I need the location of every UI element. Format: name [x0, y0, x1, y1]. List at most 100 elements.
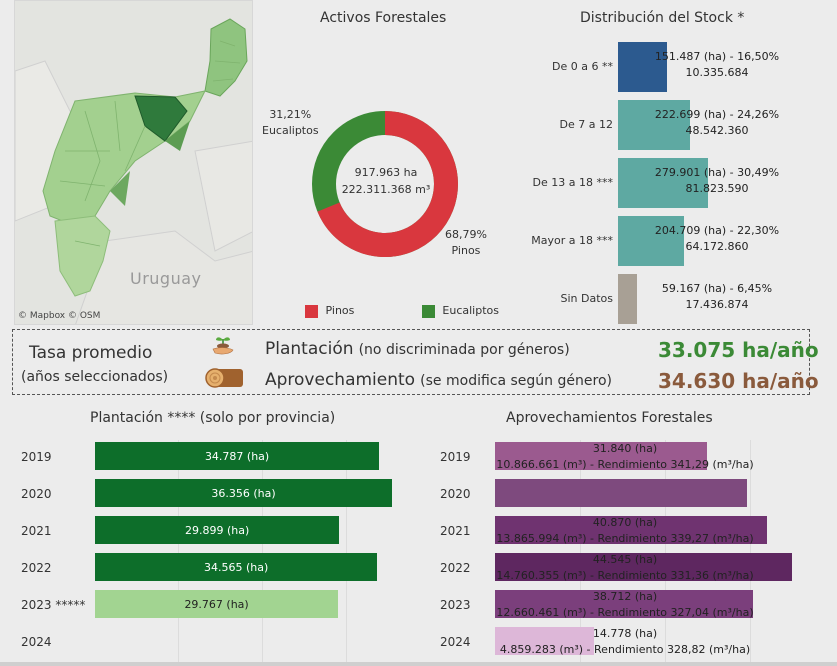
legend-swatch-pinos[interactable]: [305, 304, 318, 318]
stock-volume: 10.335.684: [685, 66, 749, 79]
stock-area-pct: 151.487 (ha) - 16,50%: [654, 50, 780, 63]
aprovechamiento-rate-value: 34.630 ha/año: [658, 369, 819, 393]
plantacion-year-label: 2021: [21, 524, 52, 538]
stock-area-pct: 59.167 (ha) - 6,45%: [661, 282, 773, 295]
stock-bar-label: 279.901 (ha) - 30,49% 81.823.590: [632, 165, 802, 197]
aprov-bar[interactable]: [495, 479, 748, 507]
eucaliptos-label: Eucaliptos: [262, 124, 319, 137]
donut-legend: Pinos Eucaliptos: [305, 304, 499, 318]
stock-bar-label: 222.699 (ha) - 24,26% 48.542.360: [632, 107, 802, 139]
stock-bar-label: 151.487 (ha) - 16,50% 10.335.684: [632, 49, 802, 81]
aprov-bar[interactable]: [495, 516, 768, 544]
aprov-bar-label: 38.712 (ha) 12.660.461 (m³) - Rendimient…: [480, 589, 770, 621]
gridline: [346, 440, 347, 662]
aprov-year-label: 2021: [440, 524, 471, 538]
stock-category-label: De 13 a 18 ***: [532, 176, 613, 189]
plantacion-year-label: 2023 *****: [21, 598, 86, 612]
aprov-bar[interactable]: [495, 553, 792, 581]
plantacion-year-label: 2022: [21, 561, 52, 575]
plantacion-bar-label: 36.356 (ha): [211, 486, 276, 500]
plantacion-year-label: 2019: [21, 450, 52, 464]
forest-map[interactable]: Uruguay © Mapbox © OSM: [14, 0, 253, 325]
plantacion-bar-label: 34.787 (ha): [204, 449, 270, 463]
donut-title: Activos Forestales: [320, 10, 447, 26]
stock-volume: 17.436.874: [685, 298, 749, 311]
donut-center-area: 917.963 ha: [354, 166, 418, 179]
gridline: [178, 440, 179, 662]
plantacion-rate-value: 33.075 ha/año: [658, 338, 819, 362]
aprov-year-label: 2024: [440, 635, 471, 649]
aprov-bar[interactable]: [495, 442, 708, 470]
map-attribution[interactable]: © Mapbox © OSM: [18, 311, 101, 321]
aprov-title: Aprovechamientos Forestales: [506, 410, 713, 426]
plantacion-bar[interactable]: 36.356 (ha): [95, 479, 392, 507]
stock-volume: 48.542.360: [685, 124, 749, 137]
stock-bar[interactable]: [618, 158, 708, 208]
stock-bar-label: 204.709 (ha) - 22,30% 64.172.860: [632, 223, 802, 255]
plantacion-bar[interactable]: 34.787 (ha): [95, 442, 380, 470]
stock-title: Distribución del Stock *: [580, 10, 745, 26]
stock-area-pct: 222.699 (ha) - 24,26%: [654, 108, 780, 121]
aprov-area: 40.870 (ha): [592, 516, 658, 529]
aprov-bar-label: 44.545 (ha) 14.760.355 (m³) - Rendimient…: [480, 552, 770, 584]
aprov-volume-yield: 4.859.283 (m³) - Rendimiento 328,82 (m³/…: [499, 643, 751, 656]
stock-bar-label: 59.167 (ha) - 6,45% 17.436.874: [632, 281, 802, 313]
stock-bar[interactable]: [618, 42, 667, 92]
stock-category-label: De 0 a 6 **: [552, 60, 613, 73]
misiones-region: [204, 18, 248, 97]
aprov-bar[interactable]: [495, 627, 594, 655]
stock-category-label: Sin Datos: [560, 292, 614, 305]
aprov-volume-yield: 10.866.661 (m³) - Rendimiento 341,29 (m³…: [496, 458, 754, 471]
plantacion-bar[interactable]: 29.767 (ha): [95, 590, 339, 618]
aprov-area: 31.840 (ha): [592, 442, 658, 455]
stock-bar[interactable]: [618, 216, 684, 266]
bottom-scroll-bar[interactable]: [0, 662, 837, 666]
aprov-area: 38.712 (ha): [592, 590, 658, 603]
map-svg: [15, 18, 252, 324]
aprov-bar[interactable]: [495, 590, 754, 618]
stock-area-pct: 279.901 (ha) - 30,49%: [654, 166, 780, 179]
aprov-year-label: 2023: [440, 598, 471, 612]
plantacion-bar-label: 34.565 (ha): [204, 560, 269, 574]
plantacion-bar[interactable]: 29.899 (ha): [95, 516, 340, 544]
aprov-bar-label: 14.778 (ha) 4.859.283 (m³) - Rendimiento…: [480, 626, 770, 658]
stock-area-pct: 204.709 (ha) - 22,30%: [654, 224, 780, 237]
map-country-label: Uruguay: [130, 269, 202, 288]
aprovechamiento-label: Aprovechamiento: [265, 370, 416, 390]
eucaliptos-pct: 31,21%: [269, 108, 312, 121]
stock-volume: 81.823.590: [685, 182, 749, 195]
gridline: [262, 440, 263, 662]
aprov-area: 14.778 (ha): [592, 627, 658, 640]
plantacion-year-label: 2020: [21, 487, 52, 501]
plantacion-year-label: 2024: [21, 635, 52, 649]
plantacion-bar-label: 29.899 (ha): [184, 523, 250, 537]
plantacion-label: Plantación: [265, 339, 354, 359]
plantacion-bar[interactable]: 34.565 (ha): [95, 553, 378, 581]
gridline: [665, 440, 666, 662]
stock-category-label: Mayor a 18 ***: [531, 234, 613, 247]
entre-rios-region: [54, 215, 111, 297]
plantacion-title: Plantación **** (solo por provincia): [90, 410, 336, 426]
aprovechamiento-note: (se modifica según género): [420, 373, 612, 389]
stock-bar[interactable]: [618, 274, 638, 324]
gridline: [750, 440, 751, 662]
gridline: [580, 440, 581, 662]
aprov-year-label: 2022: [440, 561, 471, 575]
aprov-volume-yield: 13.865.994 (m³) - Rendimiento 339,27 (m³…: [496, 532, 754, 545]
stock-bar[interactable]: [618, 100, 690, 150]
legend-label-eucaliptos[interactable]: Eucaliptos: [442, 304, 499, 317]
plantacion-note: (no discriminada por géneros): [358, 342, 570, 358]
rates-banner: Tasa promedio (años seleccionados) Plant…: [12, 329, 819, 395]
aprov-year-label: 2020: [440, 487, 471, 501]
aprov-bar-label: 31.840 (ha) 10.866.661 (m³) - Rendimient…: [480, 441, 770, 473]
legend-swatch-eucaliptos[interactable]: [421, 304, 435, 318]
aprov-volume-yield: 14.760.355 (m³) - Rendimiento 331,36 (m³…: [496, 569, 754, 582]
wood-log-icon: [205, 368, 243, 388]
aprov-year-label: 2019: [440, 450, 471, 464]
legend-label-pinos[interactable]: Pinos: [325, 304, 355, 317]
stock-category-label: De 7 a 12: [559, 118, 613, 131]
plantacion-bar-label: 29.767 (ha): [184, 597, 249, 611]
donut-chart[interactable]: [309, 108, 461, 260]
aprov-area: 44.545 (ha): [592, 553, 658, 566]
sprout-in-hand-icon: [212, 337, 234, 355]
